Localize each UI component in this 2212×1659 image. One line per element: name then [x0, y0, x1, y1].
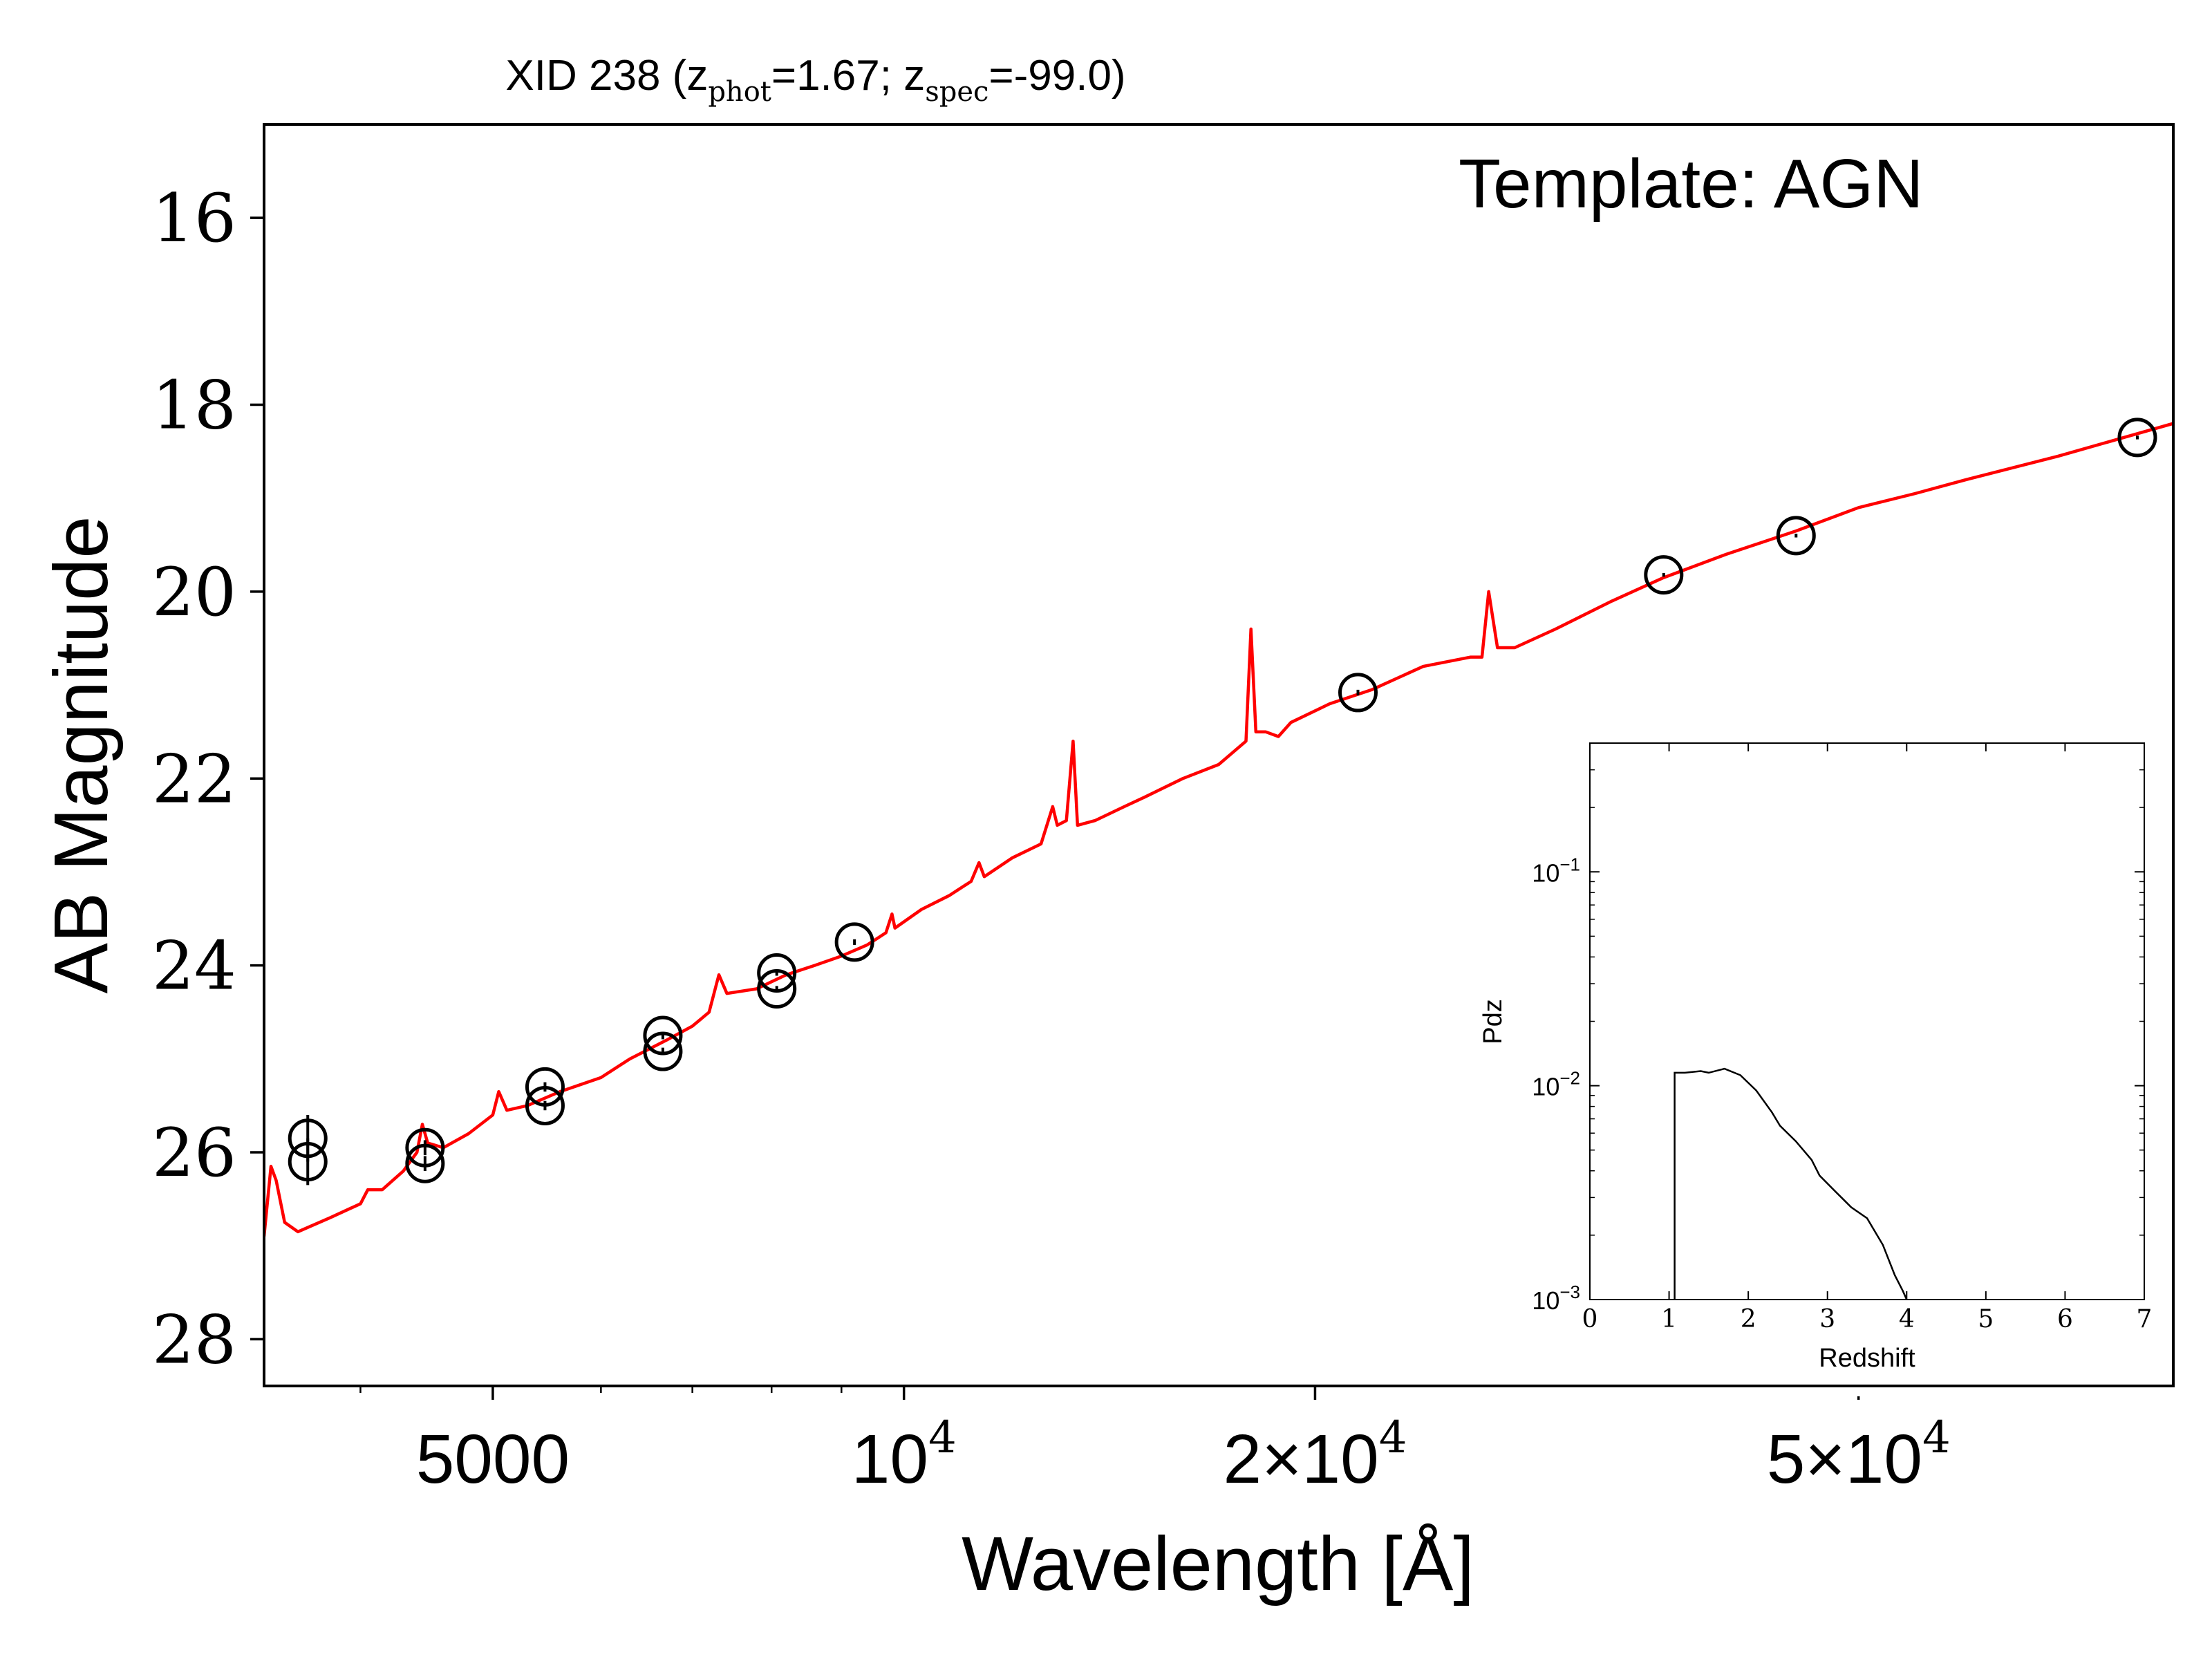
y-tick-label: 24 [152, 928, 236, 1005]
photometry-point [2117, 418, 2157, 458]
photometry-point [525, 1085, 565, 1125]
y-tick-label: 20 [152, 554, 236, 631]
chart-title-suffix: =-99.0) [988, 52, 1125, 100]
chart-title-mid: =1.67; z [771, 52, 925, 100]
chart-title-prefix: XID 238 (z [505, 52, 708, 100]
inset-xlabel: Redshift [1819, 1344, 1915, 1373]
template-annotation: Template: AGN [1459, 145, 1924, 223]
chart-title-sub1: phot [708, 76, 771, 108]
photometry-point [757, 968, 797, 1009]
y-tick-label: 16 [152, 180, 236, 257]
photometry-point [1644, 555, 1684, 595]
photometry-point [834, 922, 874, 962]
x-tick-label: 2×104 [1223, 1412, 1407, 1498]
photometry-point [288, 1142, 328, 1182]
x-tick-label: 104 [852, 1412, 957, 1498]
y-tick-label: 26 [152, 1114, 236, 1192]
inset-x-tick-label: 2 [1741, 1305, 1756, 1333]
inset-x-tick-label: 1 [1661, 1305, 1677, 1333]
inset-x-tick-label: 6 [2057, 1305, 2073, 1333]
template-sed-line [264, 422, 2173, 1237]
photometry-point [405, 1143, 445, 1183]
photometry-point [1338, 673, 1378, 713]
inset-x-tick-label: 3 [1819, 1305, 1835, 1333]
inset-x-tick-label: 4 [1899, 1305, 1915, 1333]
y-axis-label: AB Magnitude [39, 516, 124, 994]
inset-x-tick-label: 7 [2137, 1305, 2153, 1333]
x-tick-label: 5000 [416, 1421, 570, 1498]
chart-title-sub2: spec [925, 76, 988, 108]
y-tick-label: 18 [152, 367, 236, 444]
y-tick-label: 22 [152, 740, 236, 818]
x-tick-label: 5×104 [1767, 1412, 1951, 1498]
inset-y-tick-label: 10−2 [1532, 1068, 1580, 1101]
inset-frame [1589, 742, 2145, 1300]
photometry-point [1776, 516, 1816, 556]
photometry-point [643, 1031, 683, 1071]
x-axis-label: Wavelength [Å] [962, 1521, 1474, 1606]
inset-x-tick-label: 5 [1978, 1305, 1994, 1333]
plot-frame [263, 123, 2175, 1387]
inset-x-tick-label: 0 [1582, 1305, 1598, 1333]
inset-y-tick-label: 10−3 [1532, 1282, 1580, 1315]
inset-pdz-line [1674, 1067, 1908, 1300]
chart-title: XID 238 (zphot=1.67; zspec=-99.0) [505, 52, 1125, 108]
inset-y-tick-label: 10−1 [1532, 854, 1580, 887]
inset-ylabel: Pdz [1479, 999, 1508, 1044]
inset-background [1469, 726, 2160, 1396]
y-tick-label: 28 [152, 1301, 236, 1378]
